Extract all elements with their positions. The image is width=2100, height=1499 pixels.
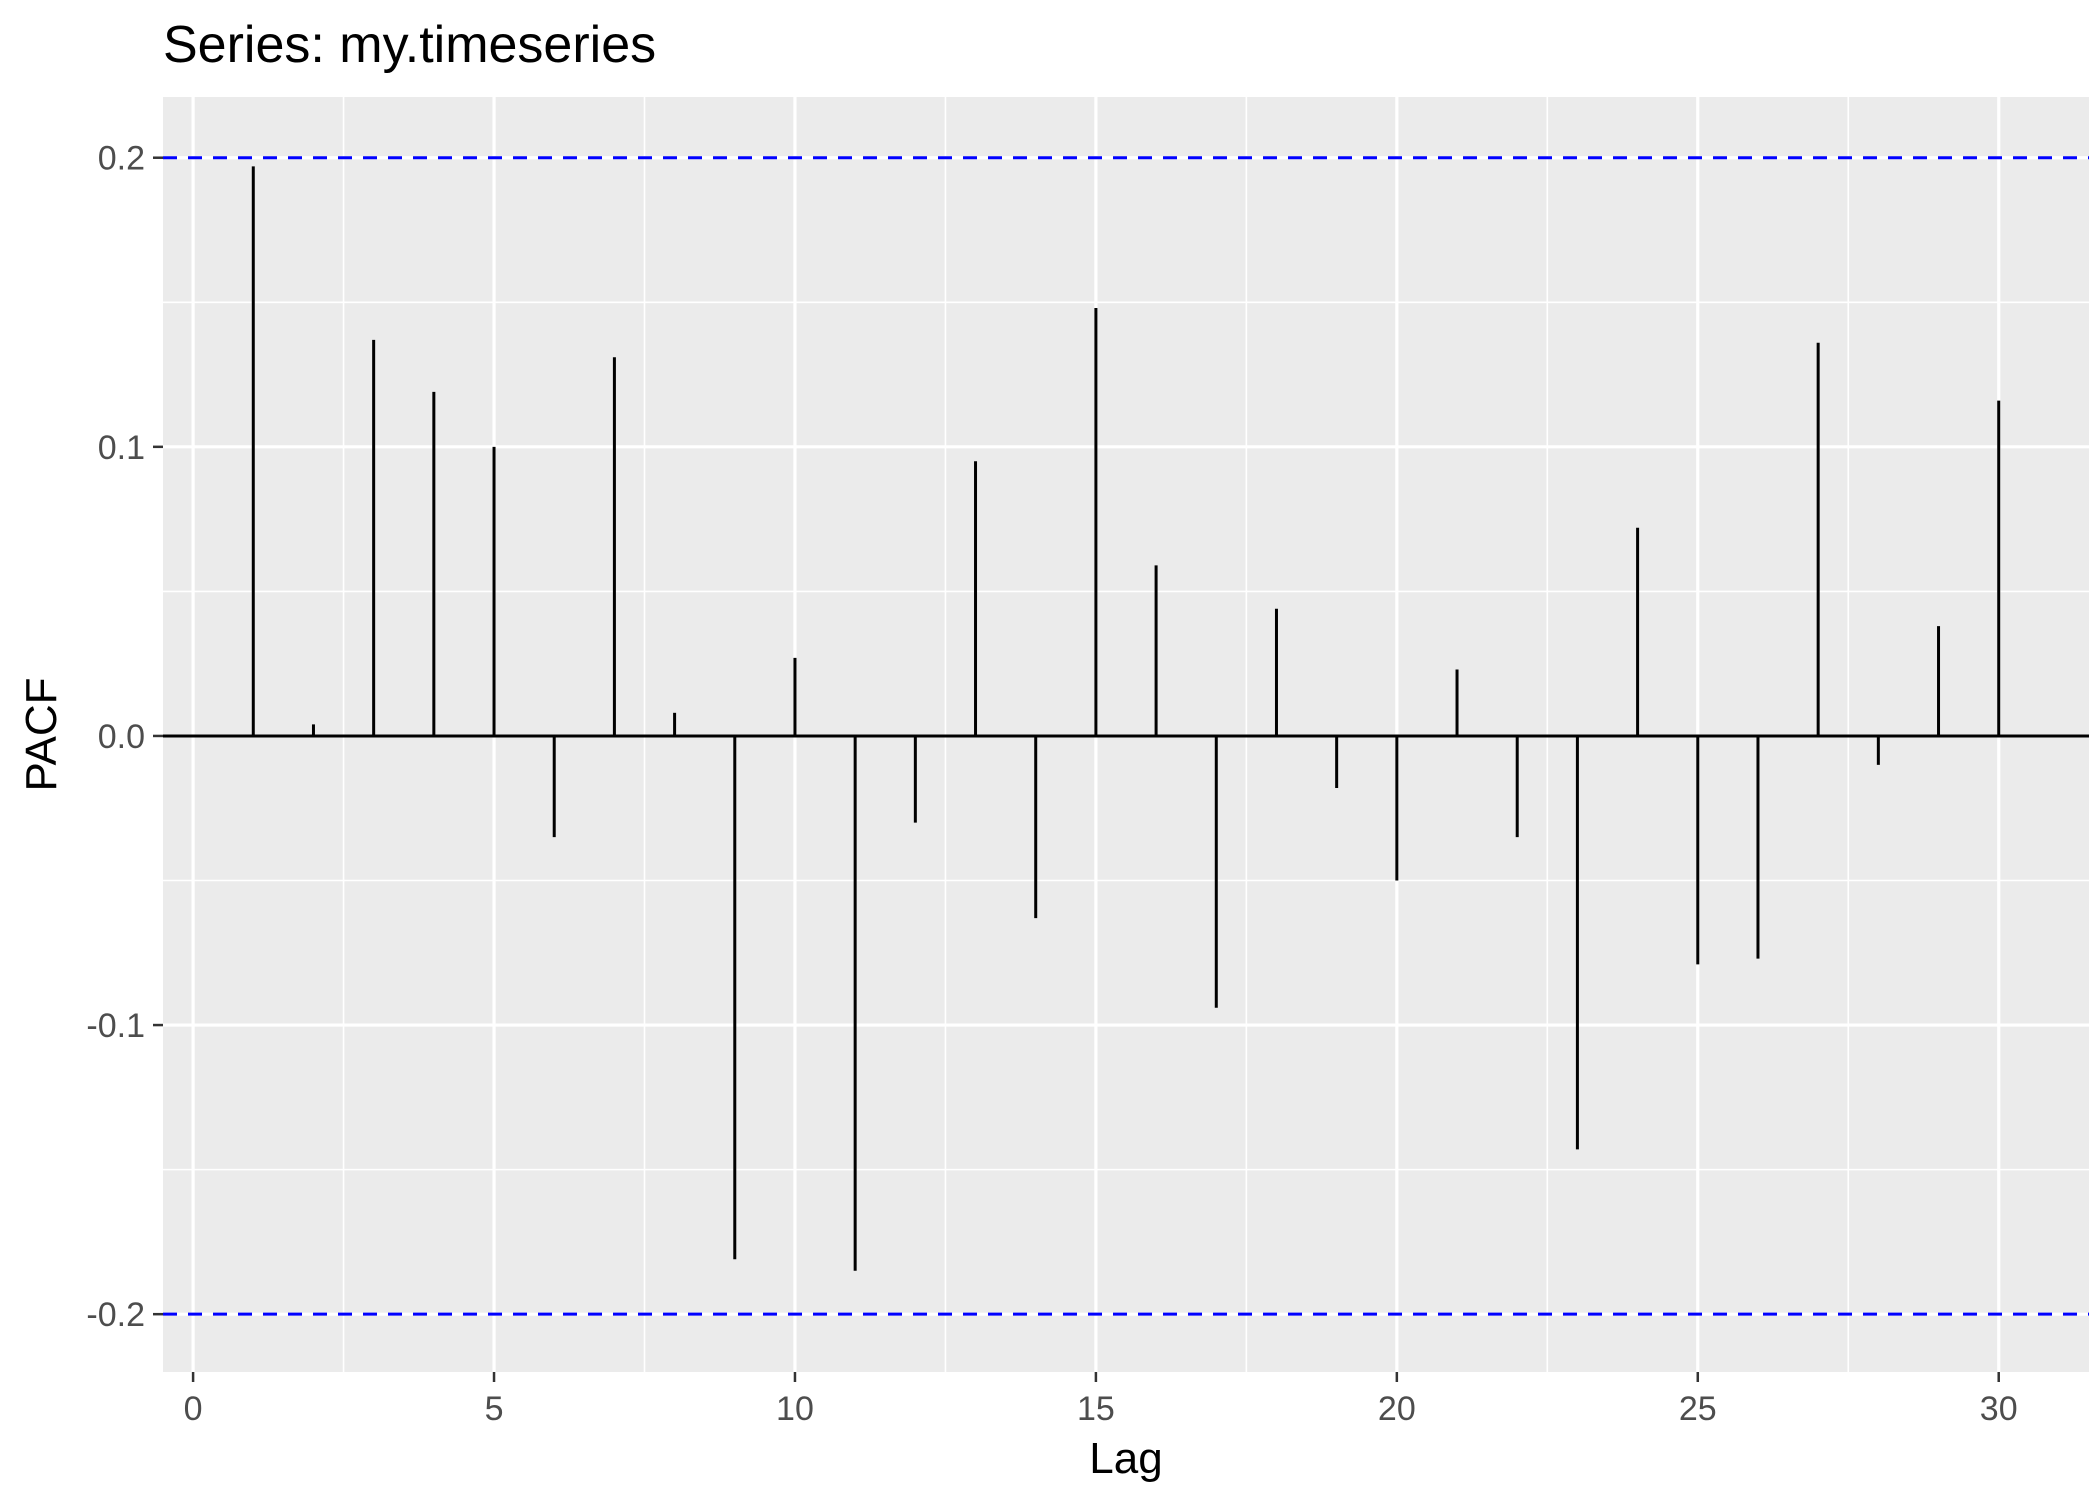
chart-title: Series: my.timeseries (163, 16, 656, 74)
y-tick-label: -0.2 (86, 1296, 145, 1334)
pacf-bars (251, 166, 2001, 1271)
x-axis: 0 5 10 15 20 25 30 (184, 1372, 2018, 1428)
y-axis: -0.2 -0.1 0.0 0.1 0.2 (86, 140, 163, 1334)
x-tick-label: 5 (485, 1390, 504, 1428)
y-tick-label: -0.1 (86, 1007, 145, 1045)
x-tick-label: 10 (776, 1390, 814, 1428)
y-tick-label: 0.1 (98, 429, 145, 467)
x-tick-label: 30 (1980, 1390, 2018, 1428)
x-tick-label: 15 (1077, 1390, 1115, 1428)
x-tick-label: 25 (1679, 1390, 1717, 1428)
x-tick-label: 0 (184, 1390, 203, 1428)
y-tick-label: 0.0 (98, 718, 145, 756)
y-tick-label: 0.2 (98, 140, 145, 178)
y-axis-title: PACF (17, 677, 66, 791)
x-axis-title: Lag (1089, 1434, 1162, 1483)
confidence-bounds (163, 156, 2089, 1316)
x-tick-label: 20 (1378, 1390, 1416, 1428)
